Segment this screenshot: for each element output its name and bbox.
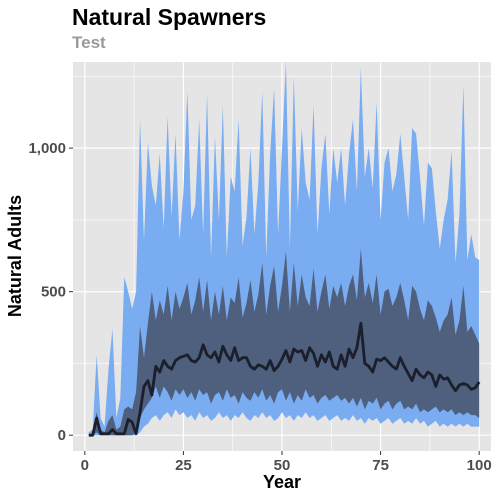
- x-axis: 0 25 50 75 100: [81, 451, 492, 474]
- median-line: [88, 321, 481, 437]
- y-tick-label: 0: [58, 427, 66, 444]
- x-tick-label: 25: [175, 457, 192, 474]
- y-tick-label: 1,000: [28, 140, 66, 157]
- x-tick-label: 50: [274, 457, 291, 474]
- x-tick-label: 75: [372, 457, 389, 474]
- chart-title: Natural Spawners: [72, 4, 267, 30]
- y-axis-title: Natural Adults: [5, 195, 25, 317]
- x-tick-label: 100: [467, 457, 492, 474]
- chart-subtitle: Test: [72, 33, 106, 52]
- inner-band: [88, 248, 480, 436]
- x-axis-title: Year: [263, 472, 301, 492]
- y-tick-label: 500: [41, 284, 66, 301]
- lines: [88, 321, 481, 437]
- x-tick-label: 0: [81, 457, 89, 474]
- bands: [88, 62, 480, 436]
- y-axis: 0 500 1,000: [28, 140, 73, 444]
